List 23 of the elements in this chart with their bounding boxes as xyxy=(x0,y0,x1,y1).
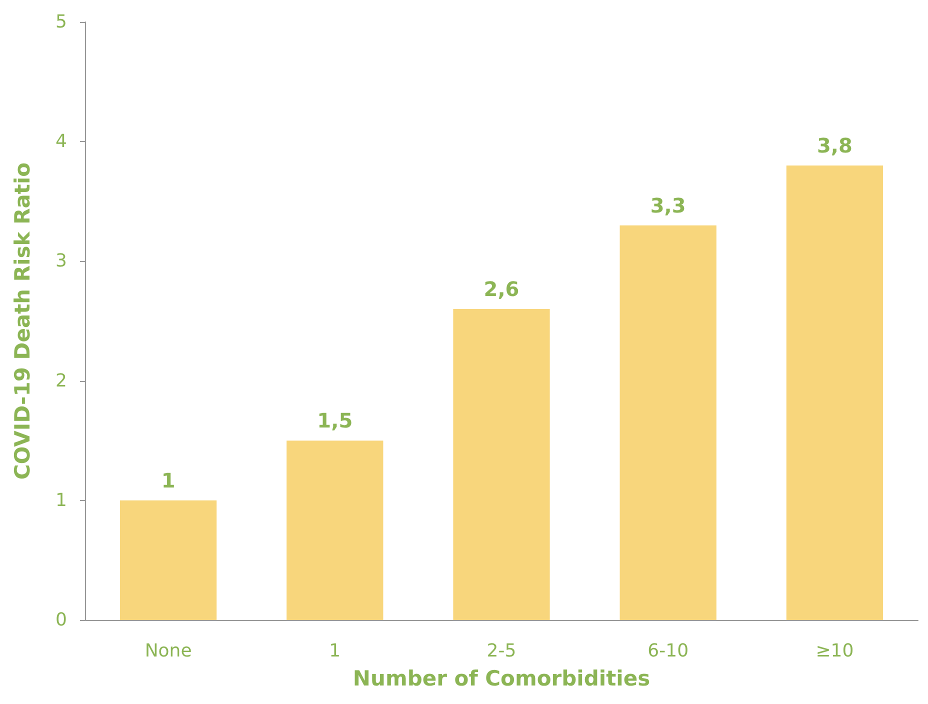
bar xyxy=(786,166,884,620)
y-tick-label: 5 xyxy=(56,12,67,32)
x-tick-label: 6-10 xyxy=(648,640,689,662)
x-tick-label: ≥10 xyxy=(816,640,854,662)
x-tick-label: 1 xyxy=(329,640,341,662)
y-tick-label: 1 xyxy=(56,490,67,511)
data-label: 1 xyxy=(161,468,176,492)
y-tick-label: 2 xyxy=(56,370,67,392)
data-label: 3,3 xyxy=(650,193,686,218)
y-tick-label: 0 xyxy=(56,610,67,630)
y-axis-title: COVID-19 Death Risk Ratio xyxy=(10,162,34,480)
data-label: 1,5 xyxy=(317,408,353,433)
x-tick-label: 2-5 xyxy=(486,640,516,662)
data-label: 3,8 xyxy=(816,134,852,158)
x-axis-title: Number of Comorbidities xyxy=(352,666,650,690)
y-tick-label: 4 xyxy=(56,131,67,152)
y-tick-label: 3 xyxy=(56,250,67,272)
bar xyxy=(620,225,716,620)
x-tick-label: None xyxy=(144,640,192,662)
bar xyxy=(286,440,384,620)
bar xyxy=(453,309,550,620)
bar xyxy=(120,500,217,620)
data-label: 2,6 xyxy=(484,277,520,302)
